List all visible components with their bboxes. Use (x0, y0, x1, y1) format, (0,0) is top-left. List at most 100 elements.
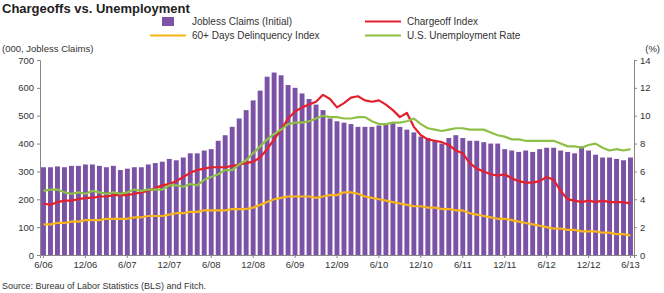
y2-tick-mark (634, 199, 637, 200)
legend-item: Jobless Claims (Initial) (162, 16, 292, 27)
x-tick-mark (169, 255, 170, 258)
bar-series (41, 73, 633, 255)
y-tick-label: 100 (18, 222, 34, 233)
bar (286, 85, 291, 255)
y-tick: 0 (29, 250, 40, 261)
bar (90, 164, 95, 255)
x-tick: 12/12 (577, 255, 601, 270)
bar (349, 124, 354, 255)
bar (188, 153, 193, 255)
y2-tick-label: 14 (640, 55, 651, 66)
bar (209, 149, 214, 255)
x-tick-mark (295, 255, 296, 258)
bar (390, 123, 395, 255)
bar (160, 162, 165, 255)
y-tick-mark (37, 255, 40, 256)
x-tick-label: 6/12 (537, 259, 556, 270)
legend-label: Jobless Claims (Initial) (192, 16, 292, 27)
y-tick-label: 200 (18, 194, 34, 205)
chart: Chargeoffs vs. Unemployment6/0612/066/07… (0, 0, 664, 293)
y-tick-label: 700 (18, 55, 34, 66)
x-tick: 6/09 (286, 255, 305, 270)
bar (216, 141, 221, 255)
y2-axis-title: (%) (645, 43, 660, 54)
bar (167, 159, 172, 255)
axis-line (41, 256, 635, 259)
title: Chargeoffs vs. Unemployment (2, 1, 190, 16)
bar (139, 167, 144, 255)
x-tick-mark (546, 255, 547, 258)
bar (83, 164, 88, 255)
y2-tick-label: 0 (640, 250, 645, 261)
bar (369, 127, 374, 255)
bar (69, 166, 74, 255)
y2-tick-label: 8 (640, 138, 645, 149)
bar (328, 119, 333, 256)
legend-swatch (365, 34, 401, 36)
bar (55, 166, 60, 255)
bar (272, 73, 277, 255)
bar (558, 151, 563, 255)
bar (356, 127, 361, 255)
x-tick-label: 12/08 (241, 259, 265, 270)
x-tick: 6/10 (370, 255, 389, 270)
bar (621, 160, 626, 255)
x-tick-mark (378, 255, 379, 258)
y2-tick-mark (634, 227, 637, 228)
bar (230, 127, 235, 255)
y2-tick: 10 (634, 110, 651, 121)
x-tick-label: 12/11 (493, 259, 516, 270)
legend-label: Chargeoff Index (407, 16, 478, 27)
bar (244, 110, 249, 255)
bar (125, 169, 130, 255)
x-tick-label: 6/11 (454, 259, 472, 270)
bar (425, 138, 430, 255)
bar (223, 135, 228, 255)
bar (453, 135, 458, 255)
y-tick-mark (37, 60, 40, 61)
bar (565, 152, 570, 255)
x-tick-mark (127, 255, 128, 258)
y2-axis: 02468101214 (634, 55, 651, 261)
line (43, 95, 630, 205)
y-axis-title: (000, Jobless Claims) (2, 43, 93, 54)
x-tick: 12/10 (409, 255, 433, 270)
y2-tick-mark (634, 60, 637, 61)
legend-swatch (150, 34, 186, 36)
y-tick-label: 400 (18, 138, 34, 149)
bar (544, 148, 549, 255)
bar (181, 158, 186, 256)
legend-item: Chargeoff Index (365, 16, 478, 27)
y2-tick-label: 6 (640, 166, 645, 177)
x-tick: 6/08 (202, 255, 221, 270)
y-tick-mark (37, 116, 40, 117)
x-tick: 6/11 (454, 255, 472, 270)
bar (446, 138, 451, 255)
x-tick-mark (211, 255, 212, 258)
bar (97, 166, 102, 255)
y-tick-mark (37, 88, 40, 89)
bar (600, 158, 605, 256)
line (43, 192, 630, 235)
bar (502, 149, 507, 255)
y2-tick-mark (634, 255, 637, 256)
y-tick-mark (37, 199, 40, 200)
x-tick-mark (504, 255, 505, 258)
x-tick-mark (43, 255, 44, 258)
y2-tick-mark (634, 88, 637, 89)
marks (41, 73, 633, 255)
y2-tick-label: 2 (640, 222, 645, 233)
bar (495, 144, 500, 255)
bar (418, 137, 423, 255)
axis-line (37, 61, 41, 256)
x-tick-label: 6/06 (34, 259, 53, 270)
y2-tick: 12 (634, 82, 651, 93)
bar (174, 160, 179, 255)
bar (432, 141, 437, 255)
y2-tick: 8 (634, 138, 645, 149)
bar (530, 152, 535, 255)
legend: Jobless Claims (Initial)Chargeoff Index6… (150, 16, 521, 41)
x-tick-mark (420, 255, 421, 258)
bar (551, 148, 556, 255)
y2-tick-label: 12 (640, 82, 651, 93)
